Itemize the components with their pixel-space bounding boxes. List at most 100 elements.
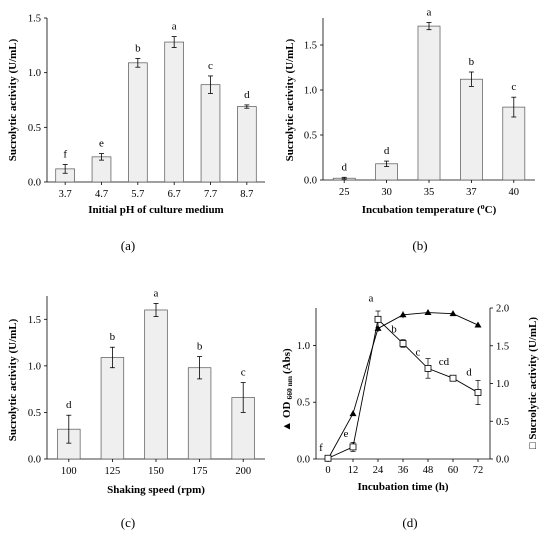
left-y-axis-title-suffix: (Abs) [281, 348, 293, 374]
activity-point [349, 443, 357, 451]
x-axis-title-end: C) [485, 204, 497, 216]
bar [100, 357, 125, 460]
significance-letter: c [241, 367, 246, 379]
y-tick-label: 0.5 [28, 408, 41, 419]
x-tick-label: 72 [473, 465, 484, 476]
x-axis-title-text: Initial pH of culture medium [88, 204, 223, 216]
significance-letter: c [416, 346, 421, 358]
y-tick-label: 1.0 [28, 361, 41, 372]
x-tick-label: 8.7 [240, 189, 253, 200]
x-tick-label: 24 [373, 465, 384, 476]
right-y-axis-title: □ Sucrolytic activity (U/mL) [527, 317, 539, 449]
x-axis-title-text: Shaking speed (rpm) [107, 484, 205, 496]
left-y-tick-label: 0.5 [297, 398, 310, 409]
significance-letter: d [466, 367, 472, 379]
x-tick-label: 5.7 [131, 189, 144, 200]
od-point [349, 410, 357, 417]
significance-letter: c [208, 60, 213, 72]
x-axis-title: Incubation time (h) [357, 481, 448, 493]
right-y-tick-label: 2.0 [496, 304, 509, 315]
bar [91, 156, 112, 183]
panel-label: (c) [121, 515, 135, 530]
left-y-axis-title-prefix: ▲ OD [281, 401, 293, 431]
significance-letter: b [469, 56, 475, 68]
x-tick-label: 0 [325, 465, 330, 476]
significance-letter: b [197, 341, 203, 353]
bar [187, 367, 212, 460]
left-y-tick-label: 1.0 [297, 341, 310, 352]
significance-letter: f [63, 149, 67, 161]
significance-letter: a [154, 287, 159, 299]
x-tick-label: 175 [192, 466, 208, 477]
x-tick-label: 40 [509, 187, 520, 198]
activity-point [399, 340, 407, 347]
significance-letter: e [99, 138, 104, 150]
y-tick-label: 0.0 [28, 455, 41, 466]
panel-label: (a) [121, 238, 135, 253]
significance-letter: e [344, 428, 349, 440]
y-tick-label: 1.5 [304, 41, 317, 52]
bar [128, 62, 148, 183]
activity-point [374, 315, 382, 323]
activity-point [424, 364, 432, 372]
y-tick-label: 1.5 [28, 14, 41, 25]
x-axis-title-text: Incubation temperature ( [362, 204, 481, 216]
chart-time-course: 0.0 0.5 1.0 0.0 0.5 1.0 1.5 2.0 0 12 24 36 48 60 72 f e a… [281, 292, 539, 530]
right-y-tick-label: 0.0 [496, 455, 509, 466]
y-tick-label: 1.0 [28, 68, 41, 79]
chart-shaking-speed: 0.0 0.5 1.0 1.5 d 100 b 125 a 150 b 175 c 200 Shaking … [7, 287, 265, 530]
y-tick-label: 1.0 [304, 86, 317, 97]
significance-letter: cd [439, 356, 450, 368]
bar [164, 41, 184, 183]
od-series-line [327, 312, 479, 460]
significance-letter: d [244, 89, 250, 101]
x-tick-label: 3.7 [59, 189, 72, 200]
panel-label: (d) [402, 515, 417, 530]
x-tick-label: 150 [148, 466, 164, 477]
significance-letter: b [110, 331, 116, 343]
x-tick-label: 100 [61, 466, 77, 477]
x-tick-label: 4.7 [95, 189, 108, 200]
y-axis-title: Sucrolytic activity (U/mL) [7, 318, 19, 441]
left-y-tick-label: 0.0 [297, 455, 310, 466]
chart-ph: 0.0 0.5 1.0 1.5 f 3.7 e 4.7 b 5.7 a 6.7 c 7.7 d 8.7 Init… [7, 14, 265, 253]
significance-letter: a [427, 7, 432, 19]
od-point [449, 310, 457, 317]
right-y-tick-label: 0.5 [496, 417, 509, 428]
significance-letter: a [369, 292, 374, 304]
x-tick-label: 36 [398, 465, 409, 476]
significance-letter: d [66, 399, 72, 411]
bar [417, 25, 441, 181]
activity-point [324, 454, 332, 462]
x-axis-title: Shaking speed (rpm) [107, 484, 205, 496]
significance-letter: d [341, 161, 347, 173]
bar [502, 106, 526, 181]
x-tick-label: 7.7 [204, 189, 217, 200]
significance-letter: a [172, 21, 177, 33]
bar [144, 309, 168, 460]
x-axis-title: Initial pH of culture medium [88, 204, 223, 216]
activity-point [474, 389, 482, 396]
bar [460, 78, 483, 181]
right-y-tick-label: 1.5 [496, 341, 509, 352]
bar [237, 106, 257, 183]
x-tick-label: 35 [424, 187, 435, 198]
od-point [474, 321, 482, 328]
bar [200, 84, 221, 183]
significance-letter: d [384, 145, 390, 157]
od-point [424, 309, 432, 316]
x-tick-label: 48 [423, 465, 434, 476]
x-tick-label: 12 [348, 465, 359, 476]
chart-temperature: 0.0 0.5 1.0 1.5 d 25 d 30 a 35 b 37 c 40 Incubation te… [284, 7, 535, 253]
left-y-axis-title-subscript: 660 nm [285, 375, 294, 399]
y-axis-title: Sucrolytic activity (U/mL) [7, 38, 19, 161]
od-point [399, 311, 407, 318]
right-y-tick-label: 1.0 [496, 379, 509, 390]
x-tick-label: 37 [466, 187, 477, 198]
x-tick-label: 6.7 [168, 189, 181, 200]
significance-letter: b [135, 42, 141, 54]
x-tick-label: 25 [339, 187, 350, 198]
x-tick-label: 60 [448, 465, 459, 476]
left-y-axis-title: ▲ OD 660 nm(Abs) [281, 348, 294, 432]
panel-label: (b) [412, 238, 427, 253]
